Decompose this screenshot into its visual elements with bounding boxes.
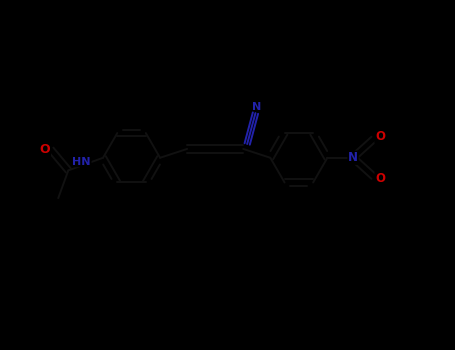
Text: N: N [253, 102, 262, 112]
Text: HN: HN [72, 157, 91, 167]
Text: O: O [40, 143, 51, 156]
Text: O: O [375, 130, 385, 143]
Text: O: O [375, 173, 385, 186]
Text: N: N [348, 151, 358, 164]
